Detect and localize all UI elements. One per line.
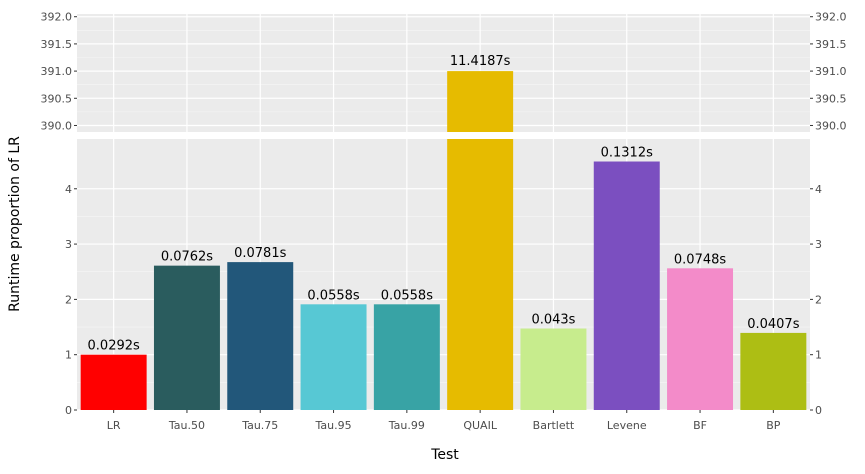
upper-panel bbox=[77, 14, 810, 132]
y-tick-label-right: 390.5 bbox=[815, 92, 847, 105]
x-axis-title: Test bbox=[430, 447, 459, 463]
bar-quail-lower bbox=[447, 139, 514, 410]
x-axis-ticks: LR Tau.50 Tau.75 Tau.95 Tau.99 QUAIL Bartlett L… bbox=[107, 410, 781, 432]
x-tick-label: BP bbox=[766, 419, 781, 432]
y-axis-title: Runtime proportion of LR bbox=[7, 136, 23, 312]
bar-value-label: 11.4187s bbox=[450, 54, 511, 69]
y-tick-label-left: 390.0 bbox=[41, 119, 73, 132]
x-tick-label: Tau.95 bbox=[314, 419, 351, 432]
y-tick-label-right: 391.0 bbox=[815, 65, 847, 78]
x-tick-label: Tau.50 bbox=[168, 419, 205, 432]
y-tick-label-right: 3 bbox=[815, 238, 822, 251]
bar-value-label: 0.1312s bbox=[601, 146, 653, 161]
y-tick-label-left: 391.5 bbox=[41, 38, 73, 51]
y-tick-label-right: 4 bbox=[815, 183, 822, 196]
y-tick-label-right: 2 bbox=[815, 293, 822, 306]
y-tick-label-left: 4 bbox=[65, 183, 72, 196]
x-tick-label: Bartlett bbox=[533, 419, 575, 432]
bar-value-label: 0.0407s bbox=[747, 317, 799, 332]
bar-value-label: 0.0781s bbox=[234, 246, 286, 261]
bar-value-label: 0.043s bbox=[531, 313, 575, 328]
x-tick-label: BF bbox=[693, 419, 707, 432]
y-tick-label-right: 390.0 bbox=[815, 119, 847, 132]
bar-lr bbox=[80, 354, 147, 410]
bar-tau50 bbox=[153, 265, 220, 410]
bars bbox=[80, 71, 807, 410]
y-tick-label-right: 391.5 bbox=[815, 38, 847, 51]
bar-levene bbox=[593, 161, 660, 410]
bar-tau99 bbox=[373, 304, 440, 410]
bar-labels: 0.0292s 0.0762s 0.0781s 0.0558s 0.0558s 11.41… bbox=[88, 54, 800, 354]
y-tick-label-left: 392.0 bbox=[41, 11, 73, 24]
bar-value-label: 0.0558s bbox=[381, 288, 433, 303]
y-tick-label-right: 392.0 bbox=[815, 11, 847, 24]
bar-bartlett bbox=[520, 328, 587, 410]
bar-quail-upper bbox=[447, 71, 514, 132]
bar-value-label: 0.0558s bbox=[307, 288, 359, 303]
x-tick-label: QUAIL bbox=[463, 419, 497, 432]
bar-bf bbox=[667, 268, 734, 410]
bar-value-label: 0.0762s bbox=[161, 250, 213, 265]
y-tick-label-left: 3 bbox=[65, 238, 72, 251]
x-tick-label: Tau.75 bbox=[241, 419, 278, 432]
y-tick-label-left: 0 bbox=[65, 404, 72, 417]
bar-bp bbox=[740, 332, 807, 410]
bar-tau75 bbox=[227, 262, 294, 410]
y-tick-label-left: 391.0 bbox=[41, 65, 73, 78]
y-tick-label-left: 1 bbox=[65, 349, 72, 362]
y-tick-label-left: 390.5 bbox=[41, 92, 73, 105]
y-axis-ticks: 390.0 390.0 390.5 390.5 391.0 391.0 391.5 391.5… bbox=[41, 11, 847, 417]
upper-panel-background bbox=[77, 14, 810, 132]
y-tick-label-right: 0 bbox=[815, 404, 822, 417]
bar-value-label: 0.0748s bbox=[674, 252, 726, 267]
y-tick-label-left: 2 bbox=[65, 293, 72, 306]
x-tick-label: LR bbox=[107, 419, 121, 432]
bar-value-label: 0.0292s bbox=[88, 339, 140, 354]
x-tick-label: Tau.99 bbox=[388, 419, 425, 432]
x-tick-label: Levene bbox=[607, 419, 647, 432]
bar-tau95 bbox=[300, 304, 367, 410]
y-tick-label-right: 1 bbox=[815, 349, 822, 362]
